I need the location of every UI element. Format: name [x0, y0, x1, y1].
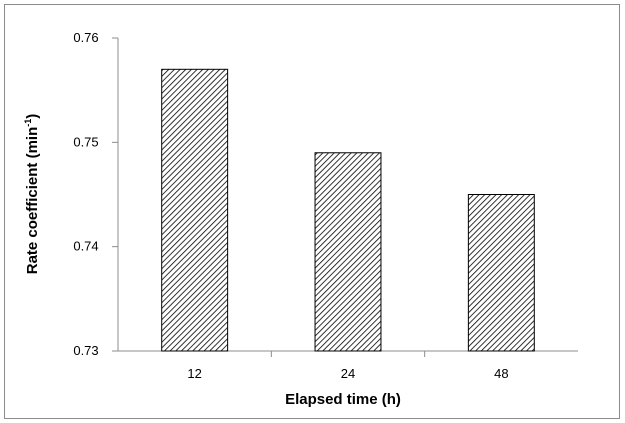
x-tick-label: 48 — [494, 366, 508, 381]
y-tick-label: 0.74 — [73, 239, 98, 254]
x-axis-title: Elapsed time (h) — [285, 391, 401, 408]
y-axis-title-end: ) — [24, 114, 41, 119]
y-axis-title-superscript: -1 — [23, 119, 33, 127]
x-tick-label: 24 — [341, 366, 355, 381]
bars-group — [161, 68, 535, 352]
x-tick-label: 12 — [187, 366, 201, 381]
bar-48 — [467, 194, 535, 352]
y-axis-title: Rate coefficient (min-1) — [23, 114, 41, 275]
bar-12 — [161, 68, 229, 352]
y-tick-label: 0.75 — [73, 134, 98, 149]
y-axis-ticks: 0.73 0.74 0.75 0.76 — [73, 30, 118, 358]
y-tick-label: 0.73 — [73, 343, 98, 358]
y-tick-label: 0.76 — [73, 30, 98, 45]
bar-24 — [314, 152, 382, 352]
y-axis-title-main: Rate coefficient (min — [24, 127, 41, 275]
x-axis-ticks: 12 24 48 — [187, 351, 509, 381]
